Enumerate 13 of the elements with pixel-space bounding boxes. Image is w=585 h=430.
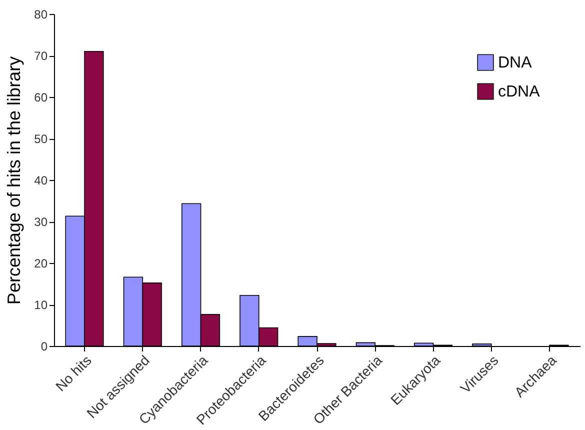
legend-label: cDNA <box>498 84 540 100</box>
y-tick-label: 20 <box>34 256 48 270</box>
y-tick-label: 80 <box>34 8 48 22</box>
y-axis-title: Percentage of hits in the library <box>4 56 24 305</box>
y-tick-label: 50 <box>34 132 48 146</box>
x-tick-label: No hits <box>52 352 94 394</box>
y-tick-label: 0 <box>40 340 48 354</box>
y-tick-label: 60 <box>34 90 48 104</box>
y-tick-label: 10 <box>34 298 48 312</box>
y-tick-label: 30 <box>34 215 48 229</box>
legend-label: DNA <box>498 54 532 72</box>
y-tick-label: 70 <box>34 49 48 63</box>
y-tick-label: 40 <box>34 174 48 188</box>
